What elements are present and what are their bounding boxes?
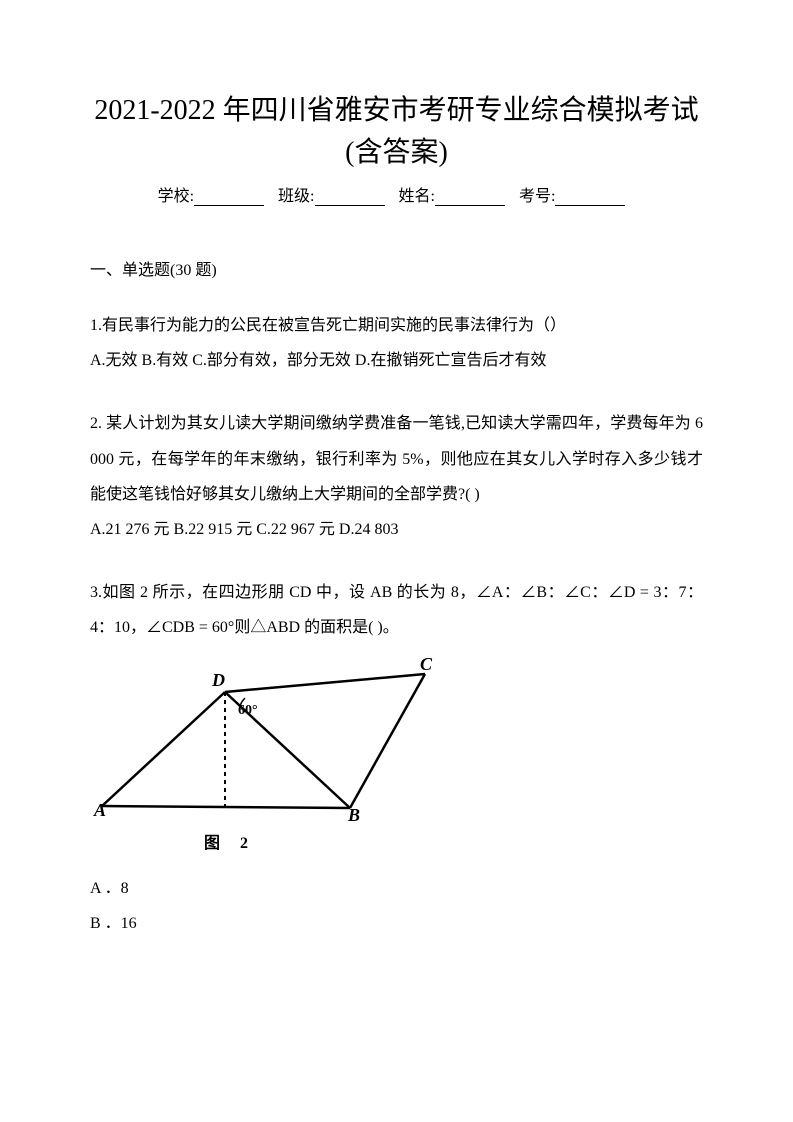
svg-text:B: B bbox=[347, 805, 360, 821]
school-blank[interactable] bbox=[194, 188, 264, 206]
question-3-option-b: B ．16 bbox=[90, 906, 703, 941]
geometry-diagram: A B C D 60° bbox=[90, 656, 440, 821]
question-1-text: 1.有民事行为能力的公民在被宣告死亡期间实施的民事法律行为（） bbox=[90, 308, 703, 343]
name-blank[interactable] bbox=[435, 188, 505, 206]
class-label: 班级: bbox=[278, 188, 314, 205]
figure-label: 图 2 bbox=[190, 826, 270, 861]
question-1-options: A.无效 B.有效 C.部分有效，部分无效 D.在撤销死亡宣告后才有效 bbox=[90, 343, 703, 378]
question-3-text: 3.如图 2 所示，在四边形朋 CD 中，设 AB 的长为 8，∠A：∠B：∠C… bbox=[90, 575, 703, 645]
class-blank[interactable] bbox=[315, 188, 385, 206]
svg-text:60°: 60° bbox=[238, 703, 258, 718]
info-line: 学校: 班级: 姓名: 考号: bbox=[90, 182, 703, 206]
name-label: 姓名: bbox=[399, 188, 435, 205]
question-1: 1.有民事行为能力的公民在被宣告死亡期间实施的民事法律行为（） A.无效 B.有… bbox=[90, 308, 703, 378]
svg-text:C: C bbox=[420, 656, 433, 674]
question-3-option-a: A ．8 bbox=[90, 871, 703, 906]
question-2-text: 2. 某人计划为其女儿读大学期间缴纳学费准备一笔钱,已知读大学需四年，学费每年为… bbox=[90, 406, 703, 512]
question-2: 2. 某人计划为其女儿读大学期间缴纳学费准备一笔钱,已知读大学需四年，学费每年为… bbox=[90, 406, 703, 547]
school-label: 学校: bbox=[158, 188, 194, 205]
question-2-options: A.21 276 元 B.22 915 元 C.22 967 元 D.24 80… bbox=[90, 512, 703, 547]
svg-text:A: A bbox=[93, 800, 106, 820]
examno-blank[interactable] bbox=[555, 188, 625, 206]
examno-label: 考号: bbox=[519, 188, 555, 205]
section-title: 一、单选题(30 题) bbox=[90, 256, 703, 280]
question-3: 3.如图 2 所示，在四边形朋 CD 中，设 AB 的长为 8，∠A：∠B：∠C… bbox=[90, 575, 703, 941]
exam-title: 2021-2022 年四川省雅安市考研专业综合模拟考试(含答案) bbox=[90, 90, 703, 174]
svg-text:D: D bbox=[211, 670, 225, 690]
figure-2: A B C D 60° 图 2 bbox=[90, 656, 703, 861]
